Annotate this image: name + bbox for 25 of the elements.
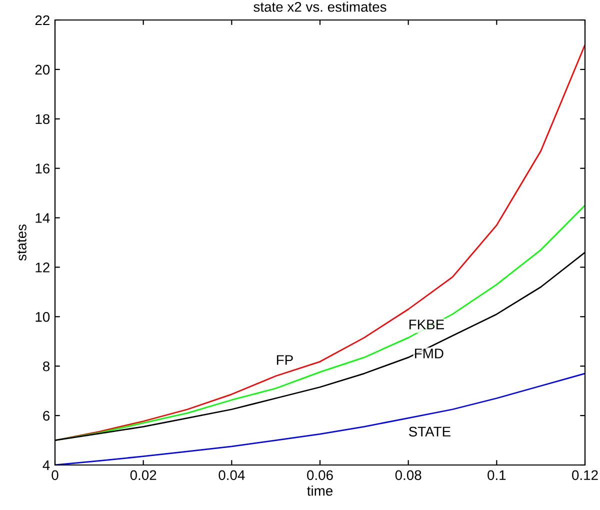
chart-title: state x2 vs. estimates (254, 2, 386, 12)
y-tick-label: 20 (35, 64, 50, 75)
y-tick-label: 8 (43, 361, 50, 372)
series-label: FP (276, 355, 293, 365)
series-label: FKBE (409, 320, 444, 330)
y-tick-label: 4 (42, 460, 50, 470)
line-series (55, 44, 585, 441)
x-tick-label: 0 (52, 470, 58, 480)
y-tick-label: 6 (43, 410, 50, 421)
y-tick-label: 22 (35, 15, 50, 26)
y-tick-label: 16 (36, 164, 50, 174)
series-label: FMD (415, 348, 444, 358)
x-axis-title: time (307, 486, 333, 496)
x-tick-label: 0.02 (130, 470, 156, 480)
series-label: STATE (408, 426, 450, 437)
x-tick-label: 0.08 (395, 470, 422, 480)
x-tick-label: 0.12 (572, 470, 598, 480)
x-tick-label: 0.04 (218, 470, 245, 480)
y-axis-title: states (17, 224, 26, 261)
x-tick-label: 0.1 (488, 470, 506, 480)
y-tick-label: 10 (36, 312, 50, 322)
x-tick-label: 0.06 (307, 470, 333, 480)
y-tick-label: 14 (36, 213, 50, 223)
y-tick-label: 12 (36, 262, 50, 272)
y-tick-label: 18 (36, 114, 50, 124)
